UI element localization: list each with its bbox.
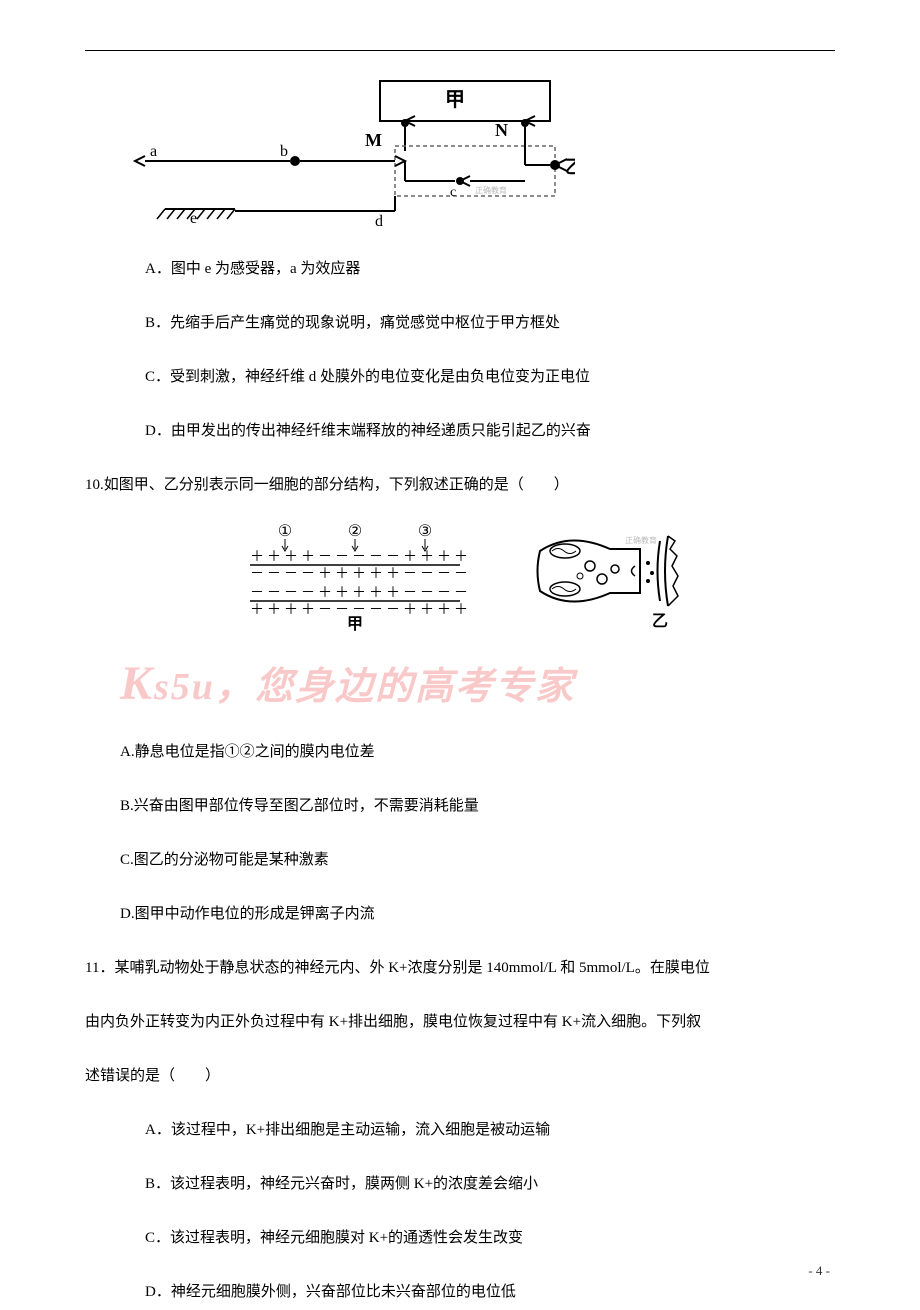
page-number: - 4 -	[808, 1261, 830, 1282]
small-watermark: 正确教育	[625, 535, 657, 545]
label-a: a	[150, 143, 157, 160]
svg-text:＋＋＋＋－－－－－＋＋＋＋: ＋＋＋＋－－－－－＋＋＋＋	[250, 550, 471, 566]
watermark-rest: s5u，您身边的高考专家	[154, 666, 575, 708]
label-d: d	[375, 213, 383, 230]
watermark-container: Ks5u，您身边的高考专家	[85, 646, 835, 716]
label-jia: 甲	[445, 89, 465, 111]
q10-option-a: A.静息电位是指①②之间的膜内电位差	[120, 734, 835, 770]
label-yi: 乙	[565, 157, 575, 177]
watermark-text: Ks5u，您身边的高考专家	[120, 646, 575, 723]
horizontal-rule	[85, 50, 835, 51]
label-circle-3: ③	[418, 523, 432, 540]
diagram-cell-structures: ① ② ③ ＋＋＋＋－－－－－＋＋＋＋ －－－－＋＋＋＋＋－－－－ －－－－＋＋…	[85, 521, 835, 631]
q9-option-c: C．受到刺激，神经纤维 d 处膜外的电位变化是由负电位变为正电位	[145, 359, 835, 395]
label-c: c	[450, 185, 456, 200]
label-M: M	[365, 130, 382, 150]
q11-option-a: A．该过程中，K+排出细胞是主动运输，流入细胞是被动运输	[145, 1112, 835, 1148]
q10-option-d: D.图甲中动作电位的形成是钾离子内流	[120, 896, 835, 932]
q11-option-c: C．该过程表明，神经元细胞膜对 K+的通透性会发生改变	[145, 1220, 835, 1256]
label-N: N	[495, 120, 508, 140]
svg-text:－－－－＋＋＋＋＋－－－－: －－－－＋＋＋＋＋－－－－	[250, 586, 471, 602]
label-circle-1: ①	[278, 523, 292, 540]
q10-option-b: B.兴奋由图甲部位传导至图乙部位时，不需要消耗能量	[120, 788, 835, 824]
label-circle-2: ②	[348, 523, 362, 540]
q9-option-a: A．图中 e 为感受器，a 为效应器	[145, 251, 835, 287]
q11-stem-line2: 由内负外正转变为内正外负过程中有 K+排出细胞，膜电位恢复过程中有 K+流入细胞…	[85, 1004, 835, 1040]
svg-text:－－－－＋＋＋＋＋－－－－: －－－－＋＋＋＋＋－－－－	[250, 567, 471, 583]
label-e: e	[190, 210, 197, 227]
label-yi-2: 乙	[652, 613, 668, 630]
q11-option-b: B．该过程表明，神经元兴奋时，膜两侧 K+的浓度差会缩小	[145, 1166, 835, 1202]
diagram-neural-pathway: 甲 M N a b c	[115, 71, 835, 231]
q11-stem-line3: 述错误的是（ ）	[85, 1058, 835, 1094]
svg-text:正确教育: 正确教育	[475, 185, 507, 195]
q9-option-d: D．由甲发出的传出神经纤维末端释放的神经递质只能引起乙的兴奋	[145, 413, 835, 449]
label-jia-2: 甲	[347, 615, 363, 631]
q9-option-b: B．先缩手后产生痛觉的现象说明，痛觉感觉中枢位于甲方框处	[145, 305, 835, 341]
label-b: b	[280, 143, 288, 160]
q11-option-d: D．神经元细胞膜外侧，兴奋部位比未兴奋部位的电位低	[145, 1274, 835, 1310]
q10-stem: 10.如图甲、乙分别表示同一细胞的部分结构，下列叙述正确的是（ ）	[85, 467, 835, 503]
watermark-k: K	[120, 657, 154, 710]
q11-stem-line1: 11．某哺乳动物处于静息状态的神经元内、外 K+浓度分别是 140mmol/L …	[85, 950, 835, 986]
q10-option-c: C.图乙的分泌物可能是某种激素	[120, 842, 835, 878]
